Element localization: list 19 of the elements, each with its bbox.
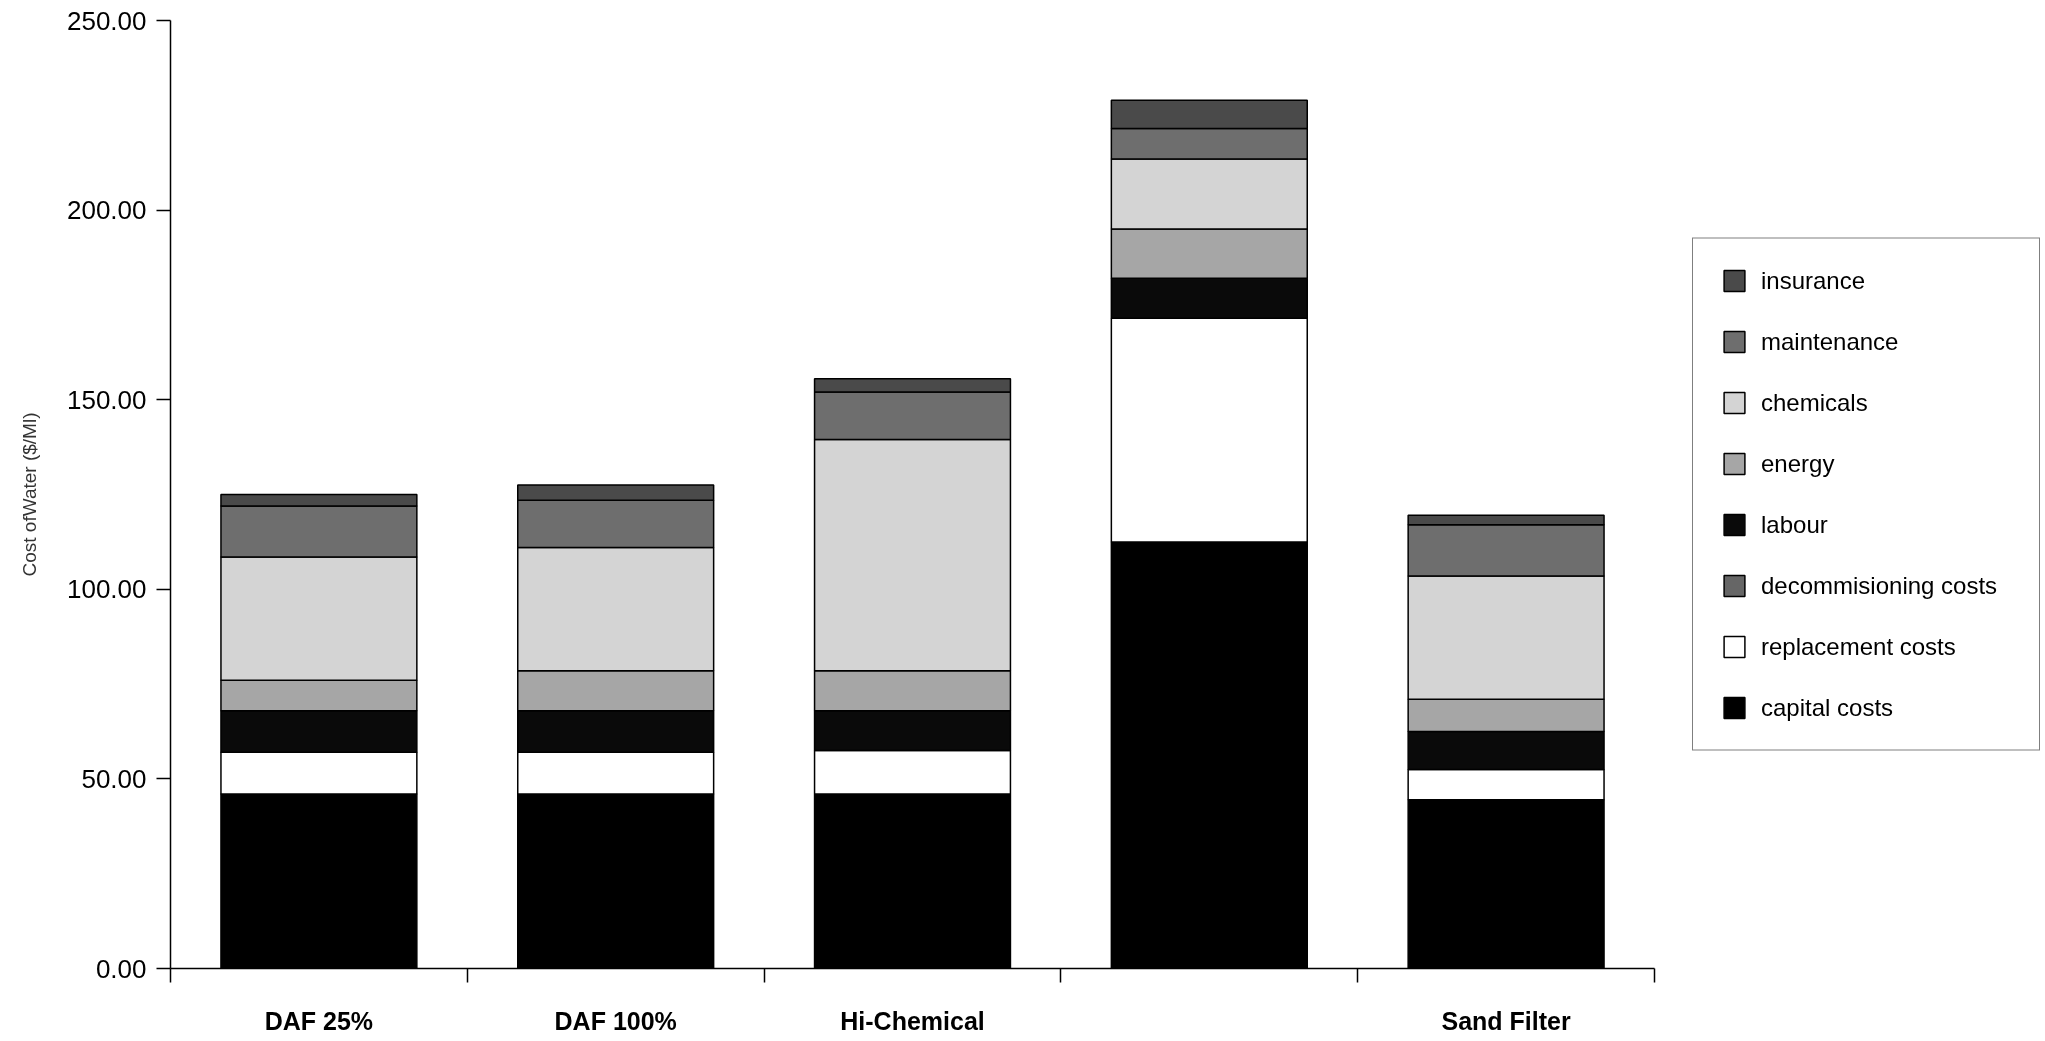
legend-label: energy (1761, 449, 1836, 478)
y-tick-label: 0.00 (95, 953, 147, 984)
legend-label: replacement costs (1761, 632, 1957, 661)
x-tick-label: Hi-Chemical (840, 1006, 985, 1035)
legend-label: insurance (1761, 266, 1867, 295)
x-tick-label: DAF 100% (554, 1006, 677, 1035)
y-tick-label: 100.00 (66, 574, 147, 605)
y-tick-label: 150.00 (66, 384, 147, 415)
y-axis-title: Cost ofWater ($/Ml) (18, 412, 40, 577)
legend-label: capital costs (1761, 693, 1895, 722)
y-tick-label: 250.00 (66, 5, 147, 36)
legend-label: chemicals (1761, 388, 1869, 417)
x-tick-label: DAF 25% (264, 1006, 374, 1035)
legend-label: decommisioning costs (1761, 571, 1999, 600)
y-tick-label: 200.00 (66, 195, 147, 226)
legend-label: maintenance (1761, 327, 1900, 356)
x-tick-label: Sand Filter (1441, 1006, 1571, 1035)
y-tick-label: 50.00 (81, 763, 147, 794)
legend-label: labour (1761, 510, 1829, 539)
